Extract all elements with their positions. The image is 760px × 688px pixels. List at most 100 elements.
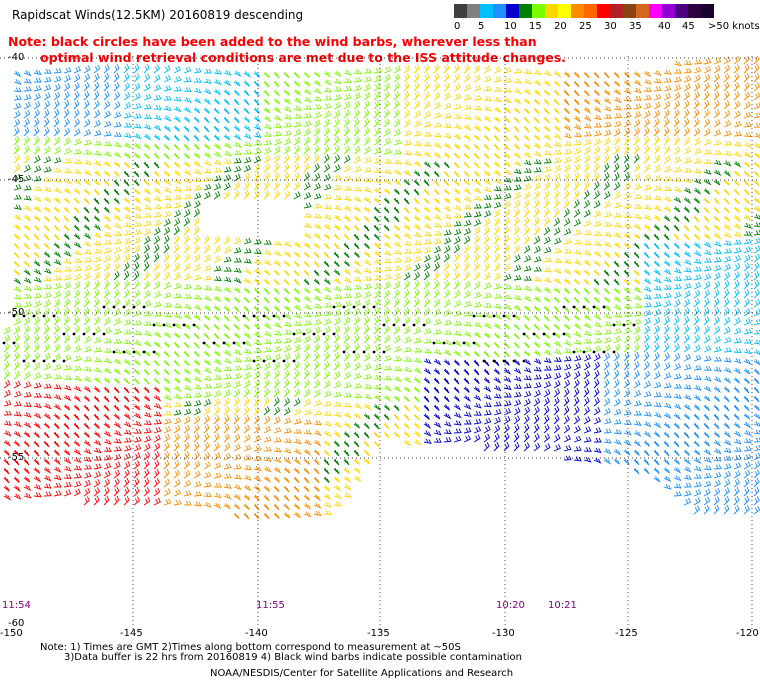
wind-barb (743, 141, 752, 148)
wind-barb (183, 97, 192, 103)
wind-barb (203, 367, 212, 374)
wind-barb (173, 332, 181, 339)
wind-barb (283, 137, 291, 146)
wind-barb (263, 287, 270, 295)
wind-barb (213, 255, 222, 263)
wind-barb (123, 161, 130, 168)
wind-barb (473, 271, 481, 281)
wind-barb (593, 305, 601, 312)
wind-barb (133, 486, 140, 497)
wind-barb (403, 431, 411, 438)
wind-barb (653, 277, 662, 284)
wind-barb (693, 266, 702, 272)
contamination-circle (472, 341, 476, 345)
wind-barb (143, 143, 151, 150)
wind-barb (433, 298, 441, 308)
wind-barb (233, 314, 240, 322)
wind-barb (383, 250, 392, 257)
wind-barb (493, 293, 502, 299)
wind-barb (703, 73, 711, 83)
wind-barb (23, 431, 31, 438)
wind-barb (413, 140, 422, 146)
wind-barb (713, 241, 722, 247)
wind-barb (123, 197, 130, 204)
wind-barb (323, 370, 331, 380)
wind-barb (333, 325, 341, 335)
wind-barb (313, 251, 320, 259)
wind-barb (213, 341, 220, 348)
wind-barb (373, 267, 382, 273)
wind-barb (623, 458, 630, 466)
wind-barb (143, 411, 152, 418)
lat-lon-grid (0, 56, 760, 630)
wind-barb (103, 81, 110, 92)
wind-barb (643, 110, 651, 119)
wind-barb (563, 124, 572, 132)
wind-barb (603, 231, 612, 238)
wind-barb (663, 109, 670, 119)
wind-barb (513, 407, 521, 416)
wind-barb (273, 180, 280, 191)
wind-barb (123, 412, 132, 420)
wind-barb (293, 352, 301, 362)
wind-barb (693, 187, 702, 195)
wind-barb (113, 161, 121, 168)
wind-barb (643, 390, 652, 398)
wind-barb (533, 433, 540, 443)
wind-barb (693, 431, 700, 439)
wind-barb (493, 401, 502, 407)
wind-barb (183, 169, 192, 176)
wind-barb (63, 422, 70, 430)
wind-barb (233, 80, 241, 87)
wind-barb (493, 225, 500, 236)
wind-barb (453, 188, 461, 195)
wind-barb (233, 512, 240, 520)
wind-barb (673, 251, 681, 258)
wind-barb (443, 170, 450, 178)
wind-barb (323, 501, 332, 508)
wind-barb (243, 388, 250, 398)
wind-barb (503, 332, 510, 340)
wind-barb (323, 144, 330, 155)
wind-barb (383, 281, 391, 290)
wind-barb (653, 174, 662, 182)
wind-barb (253, 148, 262, 155)
wind-barb (423, 413, 430, 420)
wind-barb (693, 394, 702, 402)
wind-barb (523, 125, 530, 133)
wind-barb (23, 391, 32, 398)
wind-barb (643, 458, 650, 466)
wind-barb (63, 66, 72, 74)
wind-barb (263, 370, 271, 380)
wind-barb (333, 351, 340, 362)
wind-barb (363, 136, 371, 146)
wind-barb (103, 215, 111, 223)
wind-barb (193, 314, 202, 322)
wind-barb (403, 395, 410, 403)
wind-barb (663, 268, 672, 275)
wind-barb (543, 70, 552, 77)
contamination-circle (252, 314, 256, 318)
contamination-circle (142, 305, 146, 309)
wind-barb (443, 289, 450, 299)
wind-barb (743, 246, 752, 254)
wind-barb (523, 143, 531, 150)
wind-barb (273, 98, 281, 105)
wind-barb (223, 349, 232, 357)
wind-barb (523, 398, 531, 407)
contamination-circle (272, 314, 276, 318)
wind-barb (693, 82, 701, 92)
wind-barb (643, 269, 650, 276)
wind-barb (313, 318, 322, 326)
wind-barb (513, 244, 521, 254)
wind-barb (93, 81, 100, 92)
wind-barb (3, 493, 12, 501)
contamination-circle (262, 359, 266, 363)
wind-barb (183, 341, 190, 349)
wind-barb (533, 358, 542, 365)
wind-barb (423, 317, 431, 326)
wind-barb (333, 458, 340, 466)
wind-barb (213, 332, 220, 340)
wind-barb (124, 122, 132, 128)
wind-barb (633, 242, 640, 250)
